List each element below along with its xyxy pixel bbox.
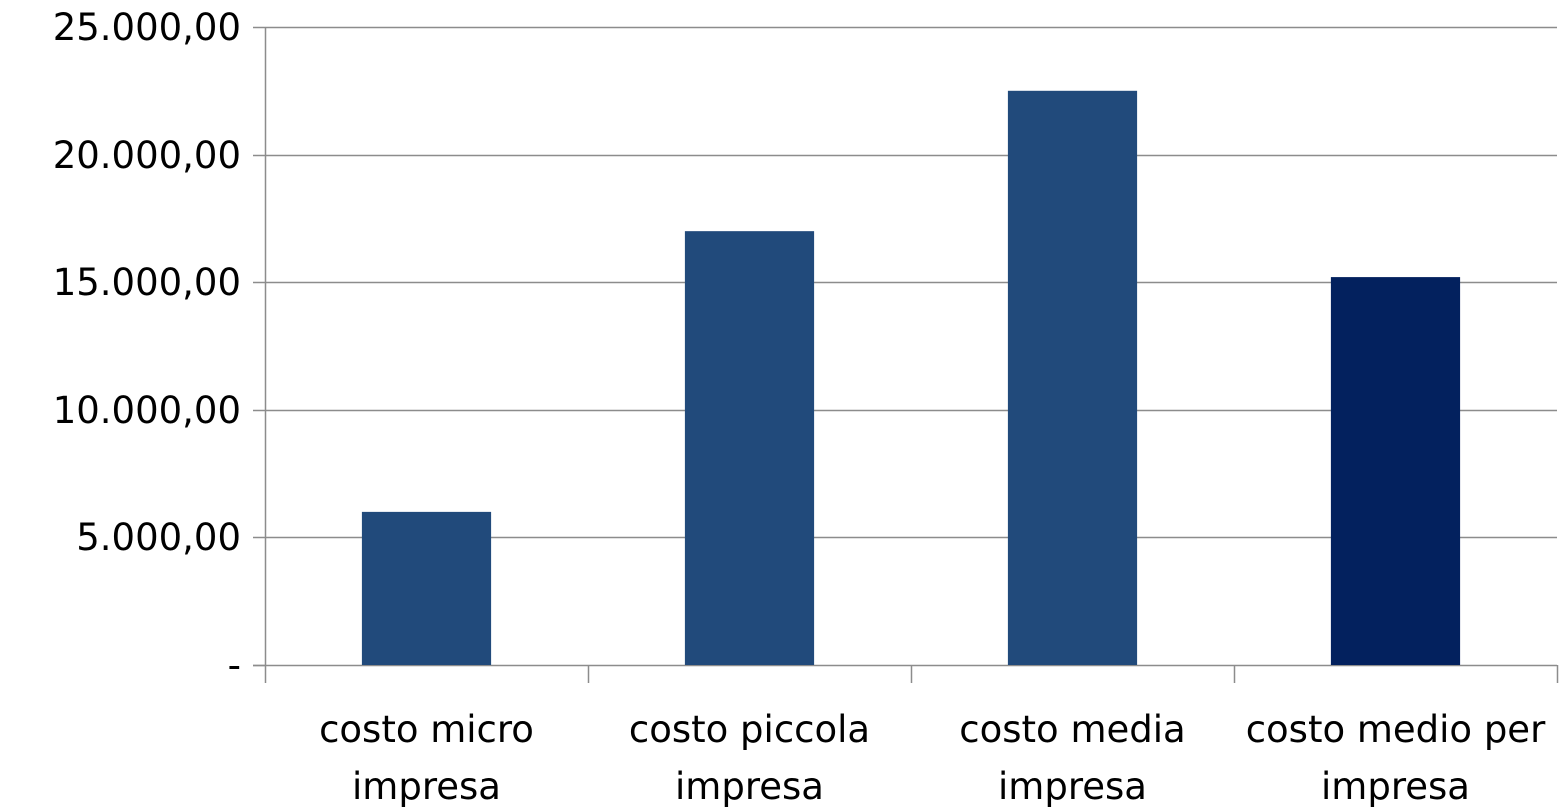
x-category-label-line: impresa: [998, 765, 1147, 808]
x-category-label-line: costo media: [959, 708, 1185, 751]
x-category-label: costo medio per impresa: [1246, 708, 1546, 808]
bar: [1007, 90, 1138, 666]
x-category-label-line: impresa: [675, 765, 824, 808]
x-category-label-line: impresa: [352, 765, 501, 808]
bar: [1330, 277, 1461, 665]
y-tick-label: -: [228, 644, 241, 687]
axes: [253, 26, 1559, 683]
y-tick-label: 5.000,00: [76, 516, 241, 559]
y-tick-label: 15.000,00: [53, 261, 241, 304]
x-category-label-line: impresa: [1321, 765, 1470, 808]
y-tick-label: 20.000,00: [53, 134, 241, 177]
x-category-label-line: costo medio per: [1246, 708, 1546, 751]
y-tick-label: 25.000,00: [53, 6, 241, 49]
y-tick-labels: - 5.000,00 10.000,00 15.000,00 20.000,00 25.0…: [53, 6, 241, 687]
x-category-label-line: costo piccola: [629, 708, 870, 751]
bar: [684, 231, 815, 665]
x-category-label: costo micro impresa: [319, 708, 534, 808]
x-category-label: costo piccola impresa: [629, 708, 870, 808]
x-category-label-line: costo micro: [319, 708, 534, 751]
x-category-label: costo media impresa: [959, 708, 1185, 808]
bar: [361, 511, 492, 665]
bars: [361, 90, 1461, 666]
y-tick-label: 10.000,00: [53, 389, 241, 432]
